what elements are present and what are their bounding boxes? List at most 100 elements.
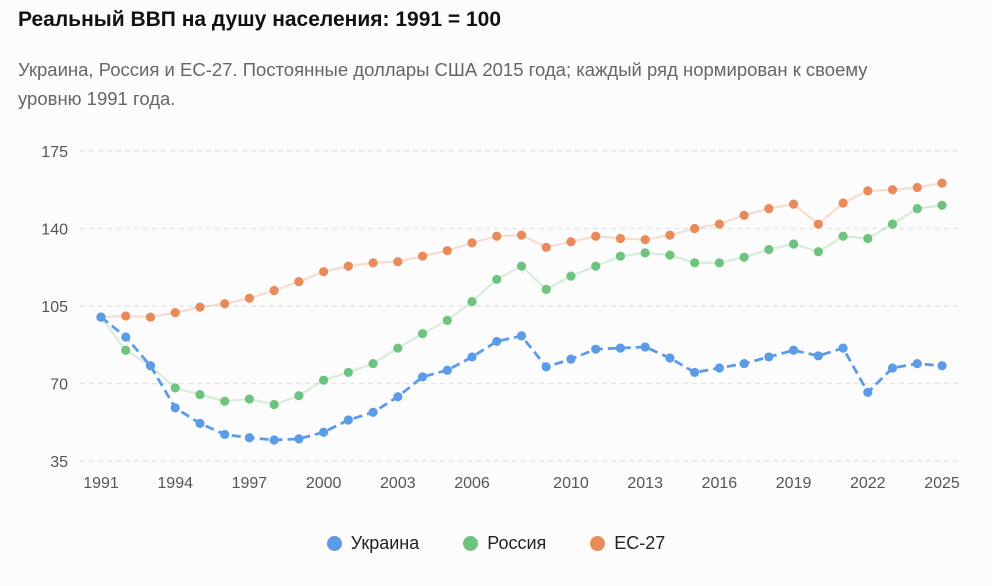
data-point-series-0[interactable]: [566, 354, 576, 364]
data-point-series-0[interactable]: [294, 434, 304, 444]
data-point-series-1[interactable]: [467, 296, 477, 307]
data-point-series-0[interactable]: [739, 358, 749, 369]
data-point-series-0[interactable]: [96, 312, 106, 322]
data-point-series-1[interactable]: [220, 396, 230, 406]
data-point-series-0[interactable]: [714, 363, 724, 373]
data-point-series-2[interactable]: [393, 257, 403, 267]
data-point-series-1[interactable]: [368, 358, 378, 369]
data-point-series-2[interactable]: [467, 238, 477, 248]
data-point-series-2[interactable]: [739, 210, 749, 220]
data-point-series-0[interactable]: [467, 352, 477, 362]
data-point-series-2[interactable]: [912, 182, 922, 193]
data-point-series-0[interactable]: [121, 332, 131, 342]
data-point-series-2[interactable]: [269, 285, 279, 296]
data-point-series-1[interactable]: [170, 383, 180, 393]
data-point-series-2[interactable]: [343, 261, 353, 271]
data-point-series-0[interactable]: [690, 367, 700, 378]
data-point-series-1[interactable]: [294, 391, 304, 401]
data-point-series-2[interactable]: [368, 258, 378, 268]
data-point-series-1[interactable]: [615, 251, 626, 261]
data-point-series-1[interactable]: [838, 231, 848, 241]
data-point-series-0[interactable]: [195, 418, 205, 428]
data-point-series-1[interactable]: [887, 219, 898, 229]
data-point-series-2[interactable]: [145, 312, 156, 322]
data-point-series-2[interactable]: [665, 230, 675, 240]
data-point-series-0[interactable]: [417, 372, 428, 382]
data-point-series-2[interactable]: [516, 230, 527, 240]
data-point-series-1[interactable]: [516, 261, 527, 271]
data-point-series-2[interactable]: [220, 299, 230, 309]
data-point-series-2[interactable]: [714, 219, 724, 229]
data-point-series-1[interactable]: [566, 271, 576, 281]
data-point-series-2[interactable]: [417, 251, 428, 261]
data-point-series-2[interactable]: [640, 234, 650, 245]
data-point-series-0[interactable]: [244, 433, 255, 443]
data-point-series-2[interactable]: [764, 203, 774, 214]
data-point-series-1[interactable]: [863, 233, 873, 244]
data-point-series-1[interactable]: [541, 284, 551, 294]
data-point-series-1[interactable]: [121, 345, 131, 355]
data-point-series-0[interactable]: [319, 427, 329, 437]
data-point-series-1[interactable]: [690, 258, 700, 268]
data-point-series-1[interactable]: [417, 329, 428, 339]
data-point-series-0[interactable]: [145, 361, 156, 371]
data-point-series-0[interactable]: [813, 351, 823, 361]
data-point-series-2[interactable]: [121, 311, 131, 321]
data-point-series-2[interactable]: [887, 185, 898, 195]
data-point-series-2[interactable]: [442, 246, 452, 256]
data-point-series-2[interactable]: [170, 308, 180, 318]
data-point-series-2[interactable]: [244, 293, 255, 303]
data-point-series-2[interactable]: [863, 186, 873, 196]
data-point-series-0[interactable]: [220, 429, 230, 440]
data-point-series-2[interactable]: [294, 277, 304, 287]
data-point-series-0[interactable]: [665, 353, 675, 363]
data-point-series-0[interactable]: [492, 336, 502, 347]
data-point-series-0[interactable]: [838, 343, 848, 353]
data-point-series-0[interactable]: [937, 361, 947, 371]
data-point-series-0[interactable]: [541, 362, 551, 372]
data-point-series-2[interactable]: [788, 199, 799, 209]
data-point-series-1[interactable]: [319, 375, 329, 385]
data-point-series-0[interactable]: [442, 365, 452, 375]
data-point-series-1[interactable]: [813, 247, 823, 257]
data-point-series-2[interactable]: [591, 231, 601, 241]
data-point-series-1[interactable]: [195, 389, 205, 400]
data-point-series-1[interactable]: [492, 274, 502, 285]
data-point-series-0[interactable]: [912, 358, 922, 369]
data-point-series-2[interactable]: [937, 178, 947, 188]
data-point-series-2[interactable]: [838, 198, 848, 208]
data-point-series-2[interactable]: [492, 231, 502, 241]
data-point-series-1[interactable]: [442, 315, 452, 325]
data-point-series-2[interactable]: [319, 267, 329, 277]
data-point-series-1[interactable]: [640, 248, 650, 258]
data-point-series-2[interactable]: [541, 242, 551, 252]
data-point-series-0[interactable]: [170, 403, 180, 413]
data-point-series-1[interactable]: [343, 367, 353, 378]
data-point-series-1[interactable]: [269, 399, 279, 410]
data-point-series-1[interactable]: [912, 203, 922, 214]
data-point-series-0[interactable]: [343, 415, 353, 425]
data-point-series-2[interactable]: [690, 223, 700, 234]
data-point-series-0[interactable]: [615, 343, 626, 353]
data-point-series-1[interactable]: [714, 258, 724, 268]
data-point-series-0[interactable]: [591, 344, 601, 354]
data-point-series-2[interactable]: [615, 233, 626, 244]
data-point-series-0[interactable]: [788, 345, 799, 355]
data-point-series-0[interactable]: [640, 342, 650, 352]
data-point-series-1[interactable]: [788, 239, 799, 249]
legend-item-ukraine[interactable]: Украина: [326, 533, 419, 554]
data-point-series-1[interactable]: [764, 244, 774, 255]
data-point-series-0[interactable]: [269, 435, 279, 445]
data-point-series-2[interactable]: [566, 237, 576, 247]
legend-item-russia[interactable]: Россия: [463, 533, 546, 554]
data-point-series-2[interactable]: [195, 302, 205, 312]
data-point-series-1[interactable]: [739, 252, 749, 262]
data-point-series-1[interactable]: [937, 200, 947, 210]
data-point-series-1[interactable]: [244, 394, 255, 404]
data-point-series-1[interactable]: [665, 250, 675, 260]
data-point-series-0[interactable]: [863, 387, 873, 397]
data-point-series-2[interactable]: [813, 219, 823, 229]
data-point-series-0[interactable]: [887, 363, 898, 373]
data-point-series-0[interactable]: [764, 352, 774, 362]
data-point-series-0[interactable]: [368, 407, 378, 417]
